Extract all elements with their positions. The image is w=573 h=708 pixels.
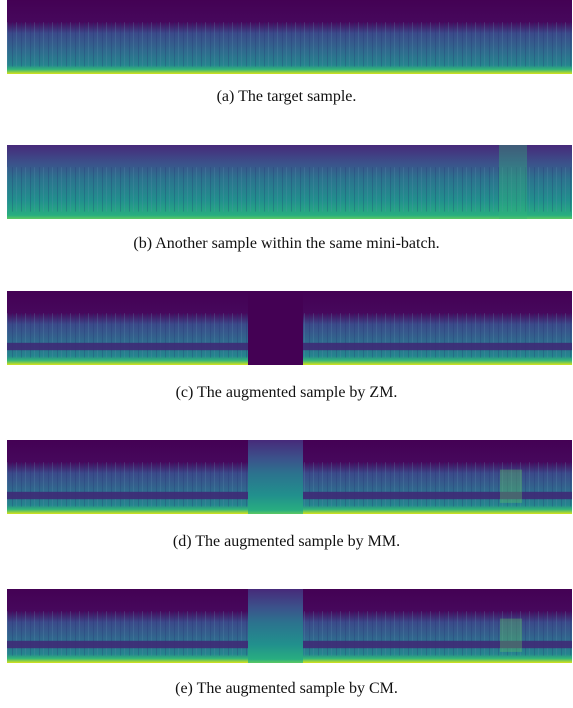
mixed-region (500, 469, 522, 503)
spectrogram-texture (7, 167, 572, 212)
caption: (c) The augmented sample by ZM. (175, 384, 398, 401)
masked-region (248, 589, 303, 663)
spectrogram (7, 291, 572, 365)
bright-region (499, 145, 527, 219)
caption: (d) The augmented sample by MM. (172, 533, 401, 550)
spectrogram (7, 0, 572, 74)
caption: (a) The target sample. (216, 88, 357, 105)
spectrogram (7, 440, 572, 514)
mixed-region (500, 618, 522, 652)
masked-region (248, 440, 303, 514)
caption: (e) The augmented sample by CM. (175, 680, 398, 697)
caption: (b) Another sample within the same mini-… (133, 235, 440, 252)
spectrogram-texture (7, 22, 572, 67)
masked-region (248, 291, 303, 365)
spectrogram (7, 145, 572, 219)
spectrogram (7, 589, 572, 663)
